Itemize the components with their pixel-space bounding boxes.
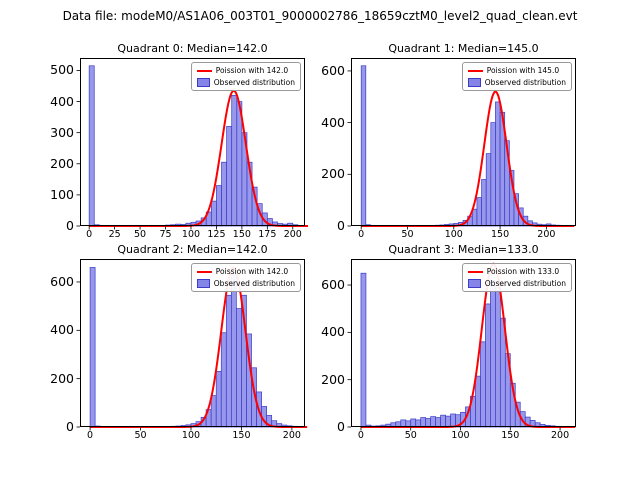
subplot-quadrant-2: Quadrant 2: Median=142.0 Poission with 1… [50,243,308,440]
legend-entry-fit: Poission with 142.0 [196,267,295,276]
y-tick-label: 0 [337,217,345,233]
histogram-plot [347,58,576,230]
y-tick-label: 400 [50,93,74,109]
histogram-patch-swatch [196,78,210,87]
x-tick-label: 150 [490,229,510,240]
subplot-quadrant-3: Quadrant 3: Median=133.0 Poission with 1… [321,243,576,440]
x-tick-label: 50 [404,430,417,441]
subplot-title: Quadrant 2: Median=142.0 [117,243,268,256]
legend-entry-hist: Observed distribution [196,78,295,87]
histogram-patch-swatch [467,279,481,288]
legend-hist-label: Observed distribution [213,78,295,87]
fit-line-swatch [467,69,483,72]
x-tick-label: 100 [444,229,463,240]
y-tick-label: 200 [50,155,74,171]
histogram-plot [76,58,309,230]
x-tick-label: 150 [232,229,251,240]
legend-entry-fit: Poission with 142.0 [196,66,295,75]
legend-hist-label: Observed distribution [484,279,566,288]
x-tick-label: 200 [283,229,302,240]
x-tick-label: 150 [232,430,251,441]
legend: Poission with 133.0 Observed distributio… [461,263,572,292]
legend-entry-fit: Poission with 133.0 [467,267,566,276]
legend: Poission with 142.0 Observed distributio… [190,263,301,292]
x-tick-label: 200 [537,229,556,240]
x-tick-label: 50 [134,229,147,240]
x-tick-label: 25 [108,229,121,240]
x-tick-label: 0 [86,229,93,240]
figure-title: Data file: modeM0/AS1A06_003T01_90000027… [62,9,578,23]
subplot-title: Quadrant 3: Median=133.0 [388,243,539,256]
histogram-patch-swatch [196,279,210,288]
subplot-quadrant-1: Quadrant 1: Median=145.0 Poission with 1… [321,42,576,239]
y-tick-label: 0 [337,418,345,434]
fit-line-swatch [467,270,483,273]
legend-entry-hist: Observed distribution [467,78,566,87]
x-tick-label: 150 [501,430,520,441]
legend-entry-fit: Poission with 145.0 [467,66,566,75]
x-tick-label: 200 [550,430,570,441]
legend: Poission with 145.0 Observed distributio… [461,62,572,91]
subplot-title: Quadrant 0: Median=142.0 [117,42,268,55]
histogram-patch-swatch [467,78,481,87]
legend-fit-label: Poission with 142.0 [215,267,289,276]
y-tick-label: 0 [66,418,74,434]
y-tick-label: 200 [50,370,74,386]
y-tick-label: 300 [50,124,74,140]
x-tick-label: 0 [358,229,365,240]
subplot-title: Quadrant 1: Median=145.0 [388,42,539,55]
legend-entry-hist: Observed distribution [196,279,295,288]
y-tick-label: 600 [321,276,345,292]
legend-hist-label: Observed distribution [484,78,566,87]
x-tick-label: 50 [401,229,414,240]
x-tick-label: 175 [258,229,277,240]
legend-fit-label: Poission with 142.0 [215,66,289,75]
x-tick-label: 125 [207,229,226,240]
histogram-plot [76,259,308,431]
legend-fit-label: Poission with 145.0 [486,66,560,75]
subplot-quadrant-0: Quadrant 0: Median=142.0 Poission with 1… [50,42,309,239]
y-tick-label: 400 [321,114,345,130]
x-tick-label: 0 [357,430,364,441]
x-tick-label: 0 [87,430,94,441]
histogram-plot [347,259,576,431]
legend: Poission with 142.0 Observed distributio… [190,62,301,91]
y-tick-label: 600 [321,62,345,78]
legend-entry-hist: Observed distribution [467,279,566,288]
y-tick-label: 600 [50,273,74,289]
y-tick-label: 500 [50,62,74,78]
y-tick-label: 400 [321,324,345,340]
legend-fit-label: Poission with 133.0 [486,267,560,276]
x-tick-label: 50 [134,430,147,441]
x-tick-label: 100 [181,229,201,240]
y-tick-label: 400 [50,322,74,338]
x-tick-label: 200 [282,430,301,441]
x-tick-label: 100 [181,430,201,441]
x-tick-label: 75 [159,229,172,240]
y-tick-label: 200 [321,166,345,182]
y-tick-label: 200 [321,371,345,387]
legend-hist-label: Observed distribution [213,279,295,288]
x-tick-label: 100 [451,430,470,441]
fit-line-swatch [196,69,212,72]
y-tick-label: 0 [66,217,74,233]
y-tick-label: 100 [50,186,74,202]
fit-line-swatch [196,270,212,273]
